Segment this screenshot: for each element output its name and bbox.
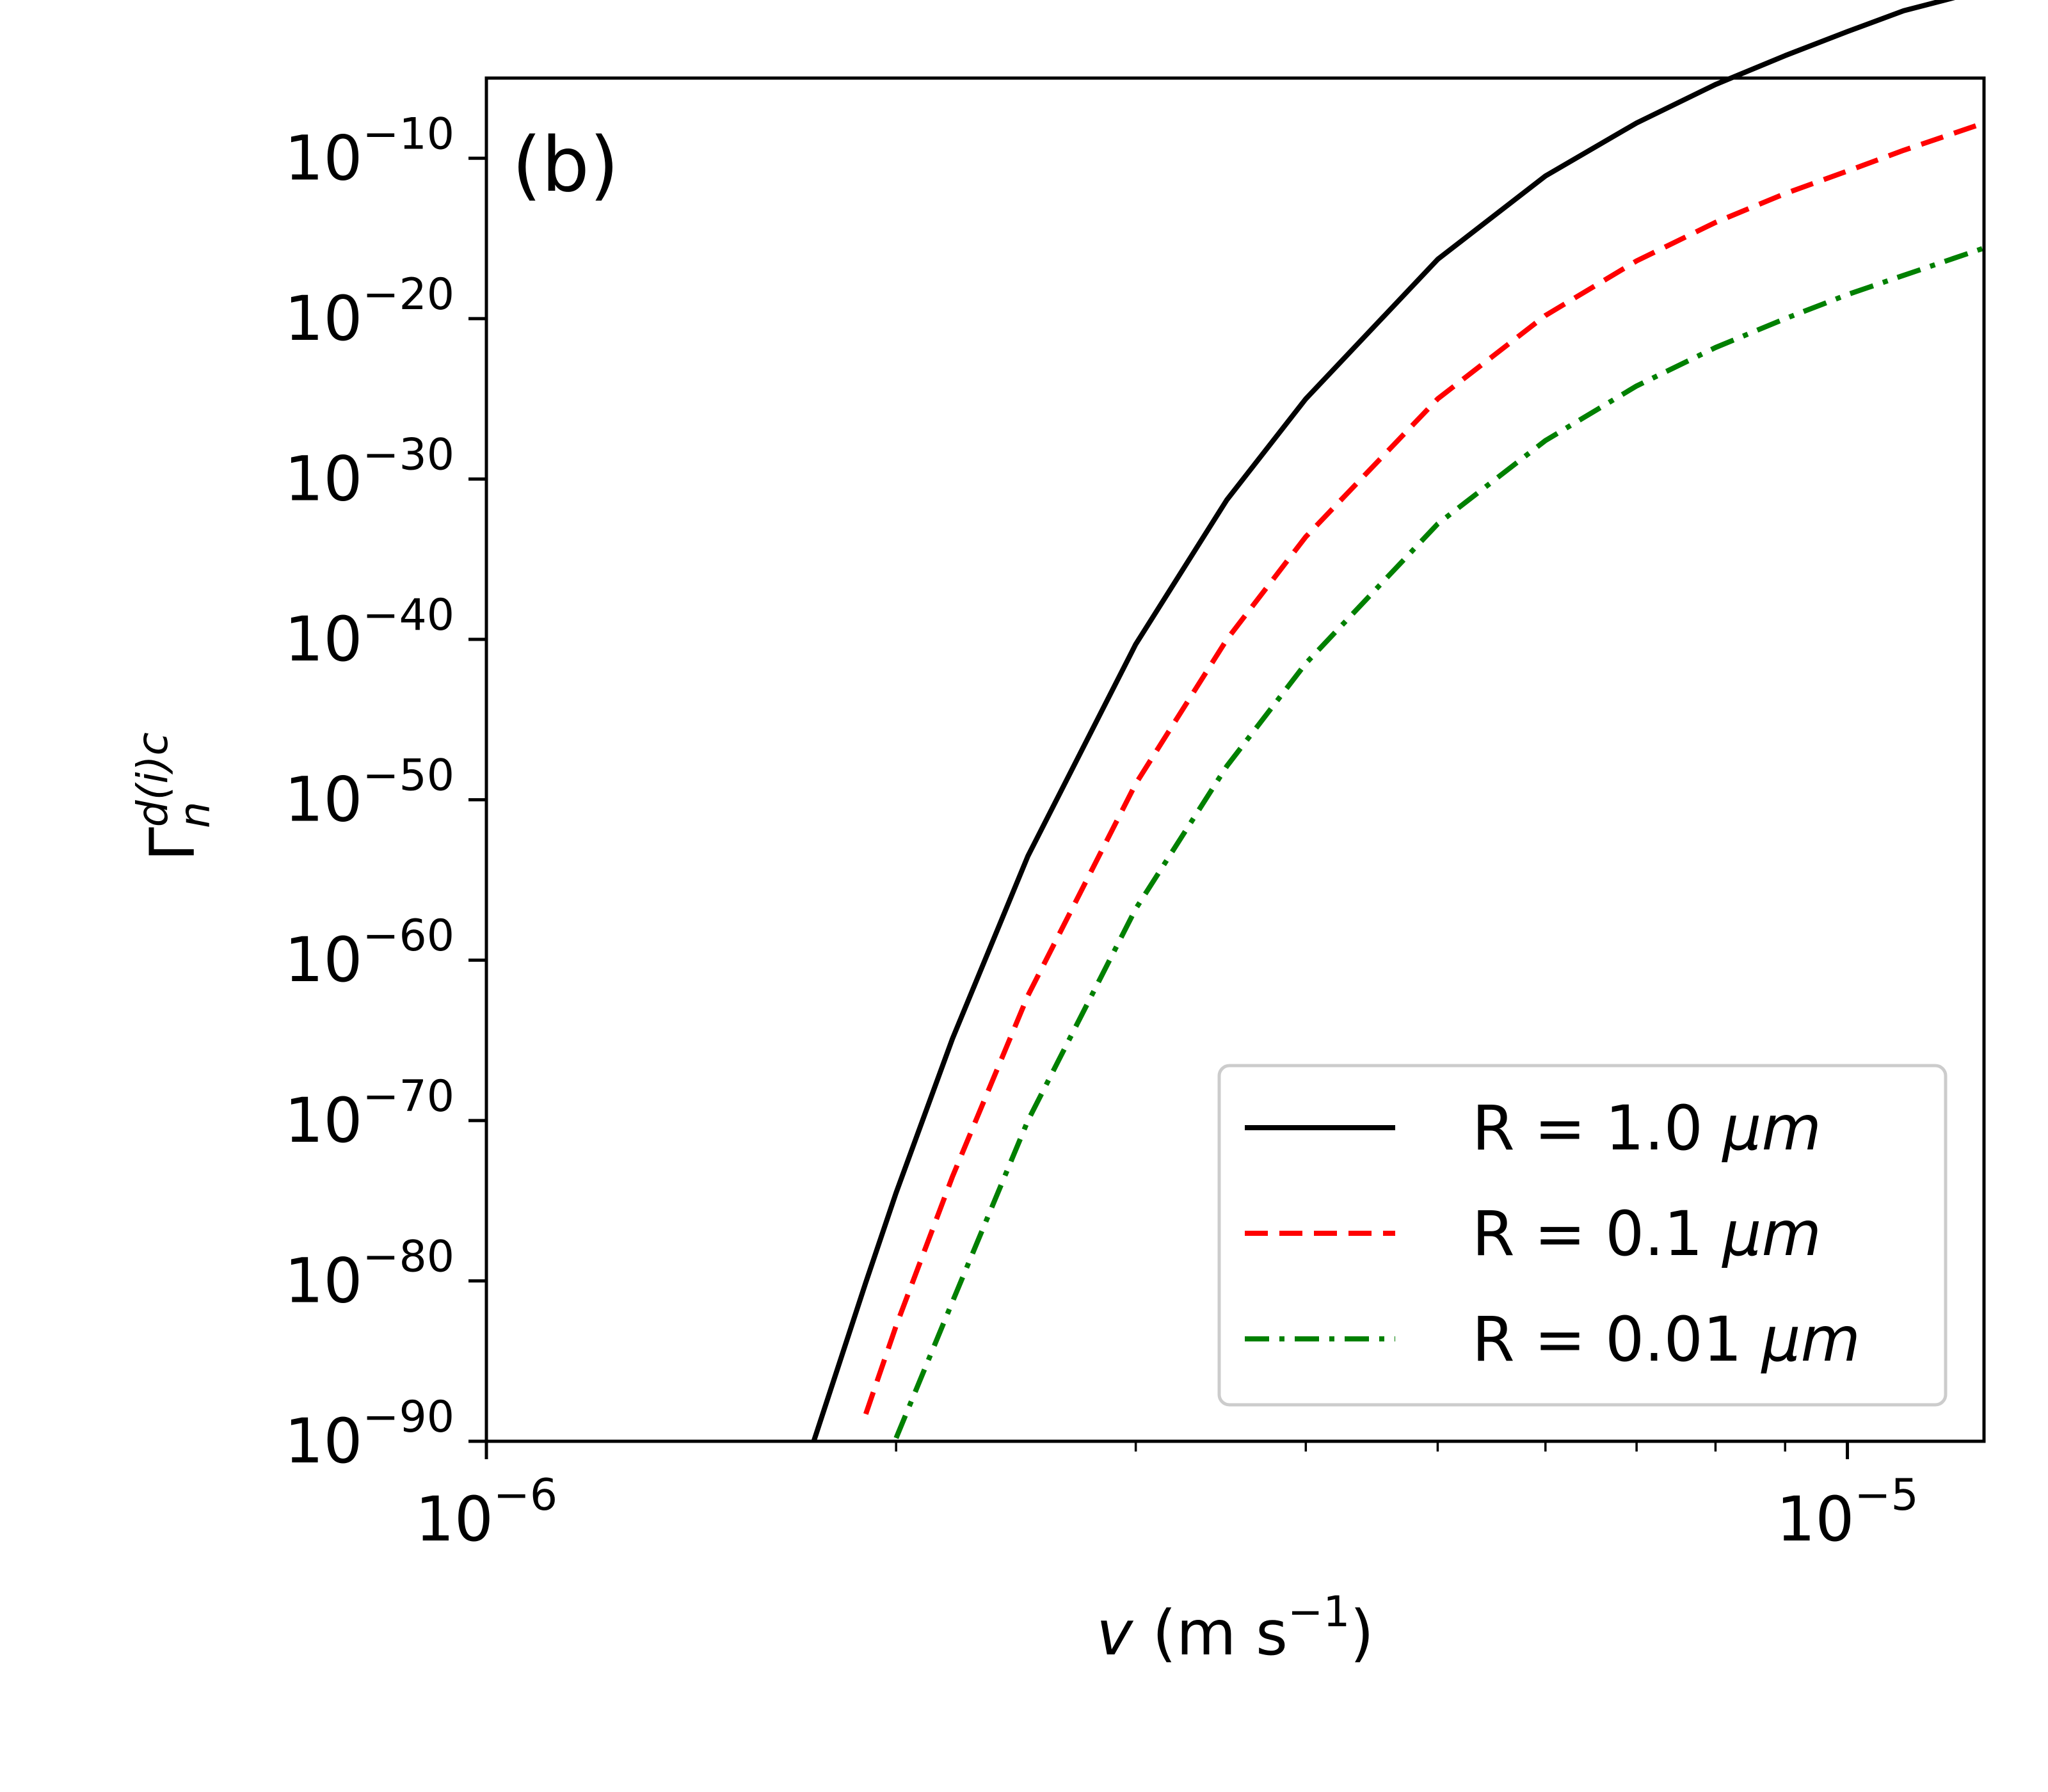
y-tick-exponent: −50 xyxy=(362,751,454,801)
x-tick-base: 10 xyxy=(1776,1484,1854,1555)
panel-label: (b) xyxy=(512,120,619,209)
y-label-symbol: Γ xyxy=(137,827,209,861)
y-tick-label: 10−30 xyxy=(284,429,454,515)
y-axis-label: Γd(i)cn xyxy=(128,732,220,861)
x-tick-exponent: −6 xyxy=(493,1470,557,1521)
x-axis-label-text: v (m s−1) xyxy=(1096,1587,1374,1669)
legend-label-text: R = 0.1 xyxy=(1472,1198,1722,1270)
y-tick-exponent: −40 xyxy=(362,590,454,641)
y-tick-base: 10 xyxy=(284,924,362,996)
y-tick-exponent: −60 xyxy=(362,911,454,961)
legend-label-text: R = 0.01 xyxy=(1472,1304,1761,1375)
series-layer xyxy=(811,0,1985,1443)
x-axis-label: v (m s−1) xyxy=(1096,1587,1374,1669)
x-label-variable: v xyxy=(1096,1597,1133,1669)
y-tick-label: 10−50 xyxy=(284,751,454,836)
legend: R = 1.0 μmR = 0.1 μmR = 0.01 μm xyxy=(1217,1064,1948,1407)
y-tick-label: 10−10 xyxy=(284,109,454,194)
y-label-superscript: d(i)c xyxy=(128,732,177,827)
y-tick-exponent: −90 xyxy=(362,1392,454,1443)
series-line-3 xyxy=(893,245,1985,1439)
y-tick-label: 10−20 xyxy=(284,269,454,355)
y-tick-base: 10 xyxy=(284,1405,362,1477)
y-label-subscript: n xyxy=(170,801,220,828)
legend-label-unit: μm xyxy=(1760,1304,1860,1375)
tick-layer: 10−9010−8010−7010−6010−5010−4010−3010−20… xyxy=(284,109,1918,1555)
y-tick-label: 10−70 xyxy=(284,1071,454,1156)
x-label-unit-exponent: −1 xyxy=(1288,1587,1350,1636)
series-line-1 xyxy=(811,0,1956,1443)
x-tick-exponent: −5 xyxy=(1855,1470,1919,1521)
y-tick-base: 10 xyxy=(284,764,362,836)
series-line-2 xyxy=(863,120,1985,1415)
x-tick-label: 10−6 xyxy=(415,1470,557,1555)
legend-box xyxy=(1217,1064,1948,1407)
y-tick-exponent: −30 xyxy=(362,429,454,480)
legend-label-text: R = 1.0 xyxy=(1472,1092,1722,1164)
x-label-unit: (m s xyxy=(1133,1597,1288,1669)
x-tick-base: 10 xyxy=(415,1484,493,1555)
y-tick-base: 10 xyxy=(284,283,362,355)
legend-label-2: R = 0.1 μm xyxy=(1472,1198,1821,1270)
y-tick-exponent: −70 xyxy=(362,1071,454,1122)
legend-label-unit: μm xyxy=(1721,1198,1821,1270)
x-tick-label: 10−5 xyxy=(1776,1470,1918,1555)
y-tick-label: 10−60 xyxy=(284,911,454,996)
y-tick-label: 10−80 xyxy=(284,1231,454,1316)
y-axis-label-text: Γd(i)cn xyxy=(128,732,220,861)
y-tick-exponent: −80 xyxy=(362,1231,454,1282)
y-tick-label: 10−40 xyxy=(284,590,454,675)
legend-label-1: R = 1.0 μm xyxy=(1472,1092,1821,1164)
y-tick-base: 10 xyxy=(284,604,362,675)
y-tick-base: 10 xyxy=(284,1245,362,1316)
y-tick-base: 10 xyxy=(284,443,362,515)
legend-label-3: R = 0.01 μm xyxy=(1472,1304,1860,1375)
legend-label-unit: μm xyxy=(1721,1092,1821,1164)
y-tick-base: 10 xyxy=(284,1085,362,1156)
y-tick-exponent: −20 xyxy=(362,269,454,320)
x-label-unit-close: ) xyxy=(1350,1597,1373,1669)
y-tick-label: 10−90 xyxy=(284,1392,454,1477)
plot-frame xyxy=(484,76,1986,1443)
y-tick-base: 10 xyxy=(284,122,362,194)
y-tick-exponent: −10 xyxy=(362,109,454,159)
